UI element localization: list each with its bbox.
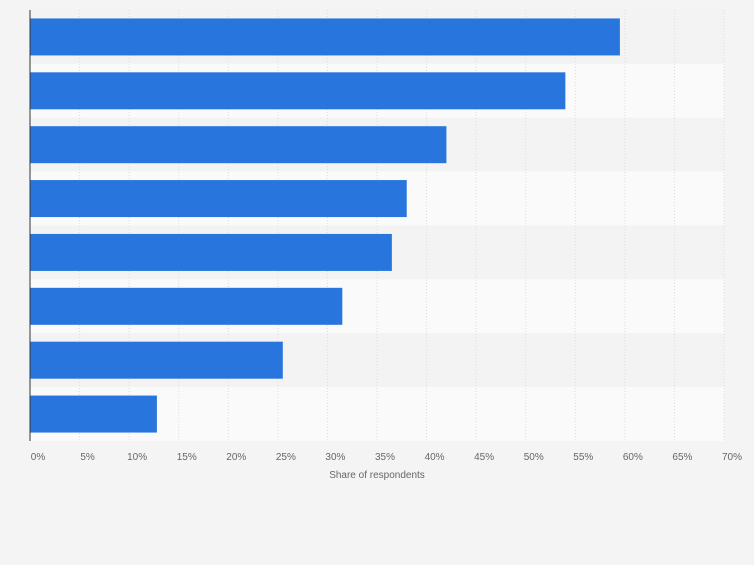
x-tick-label: 10%	[127, 452, 147, 463]
x-axis-label: Share of respondents	[329, 470, 425, 481]
x-axis-ticks: 0% 5% 10% 15% 20% 25% 30% 35% 40% 45% 50% 55% 60% 65%…	[31, 452, 742, 463]
bar	[30, 18, 620, 56]
x-tick-label: 0%	[31, 452, 46, 463]
bars	[30, 18, 620, 433]
x-tick-label: 70%	[722, 452, 742, 463]
bar	[30, 287, 343, 325]
x-tick-label: 30%	[325, 452, 345, 463]
x-tick-label: 65%	[672, 452, 692, 463]
x-tick-label: 15%	[177, 452, 197, 463]
x-tick-label: 45%	[474, 452, 494, 463]
bar	[30, 72, 566, 110]
x-tick-label: 55%	[573, 452, 593, 463]
x-tick-label: 60%	[623, 452, 643, 463]
bar	[30, 341, 283, 379]
bar	[30, 395, 157, 433]
x-tick-label: 50%	[524, 452, 544, 463]
x-tick-label: 40%	[425, 452, 445, 463]
x-tick-label: 5%	[80, 452, 95, 463]
x-tick-label: 20%	[226, 452, 246, 463]
bar	[30, 233, 392, 271]
bar	[30, 126, 447, 164]
bar	[30, 180, 407, 218]
x-tick-label: 25%	[276, 452, 296, 463]
x-tick-label: 35%	[375, 452, 395, 463]
